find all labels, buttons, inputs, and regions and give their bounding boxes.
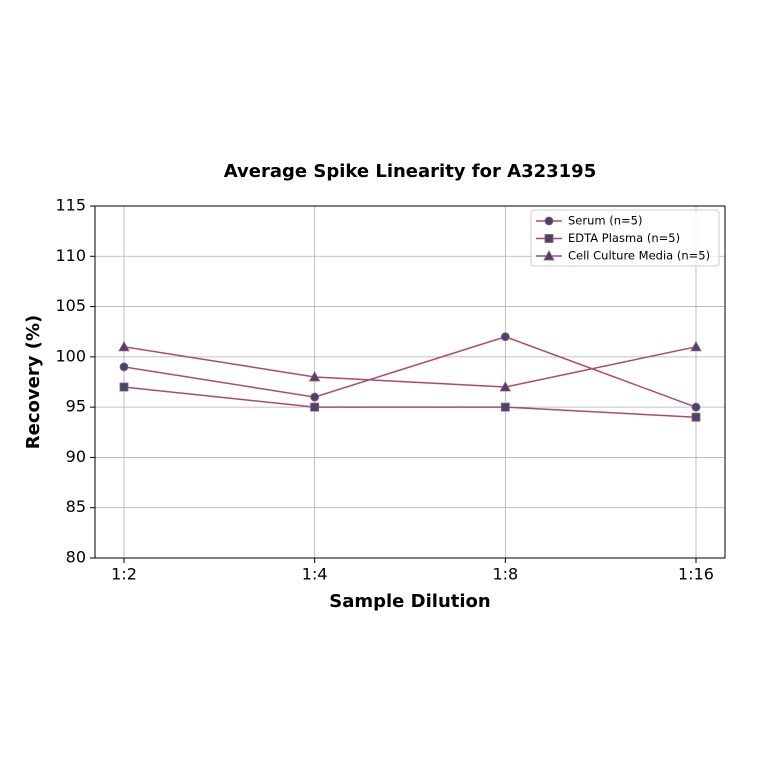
x-axis-label: Sample Dilution <box>329 591 490 612</box>
marker <box>499 381 512 392</box>
marker <box>118 340 130 352</box>
x-tick-label: 1:8 <box>492 565 518 584</box>
y-tick-label: 95 <box>66 397 86 416</box>
x-tick-label: 1:16 <box>678 565 714 584</box>
legend-label: Cell Culture Media (n=5) <box>568 249 710 263</box>
marker <box>500 332 510 342</box>
marker <box>308 371 321 382</box>
marker <box>691 402 701 412</box>
plot-frame <box>94 205 726 559</box>
x-tick-label: 1:4 <box>302 565 328 584</box>
marker <box>544 234 554 243</box>
y-axis-label: Recovery (%) <box>23 315 44 449</box>
marker <box>690 340 702 352</box>
series-line <box>123 346 697 388</box>
y-tick-label: 90 <box>66 447 86 466</box>
y-tick-label: 100 <box>55 346 86 365</box>
marker <box>500 402 510 412</box>
marker <box>543 250 555 261</box>
marker <box>691 412 701 422</box>
y-tick-label: 105 <box>55 296 86 315</box>
marker <box>310 392 320 402</box>
x-tick-label: 1:2 <box>111 565 137 584</box>
legend-box <box>530 209 720 267</box>
y-tick-label: 110 <box>55 246 86 265</box>
marker <box>544 216 554 226</box>
legend-label: EDTA Plasma (n=5) <box>568 231 680 245</box>
y-tick-label: 85 <box>66 497 86 516</box>
y-tick-label: 80 <box>66 548 86 567</box>
marker <box>119 382 129 392</box>
series-line <box>123 386 697 418</box>
marker <box>119 362 129 372</box>
marker <box>310 402 320 412</box>
y-tick-label: 115 <box>55 196 86 215</box>
series-line <box>123 335 697 408</box>
chart-title: Average Spike Linearity for A323195 <box>224 161 596 182</box>
legend-label: Serum (n=5) <box>568 214 642 228</box>
